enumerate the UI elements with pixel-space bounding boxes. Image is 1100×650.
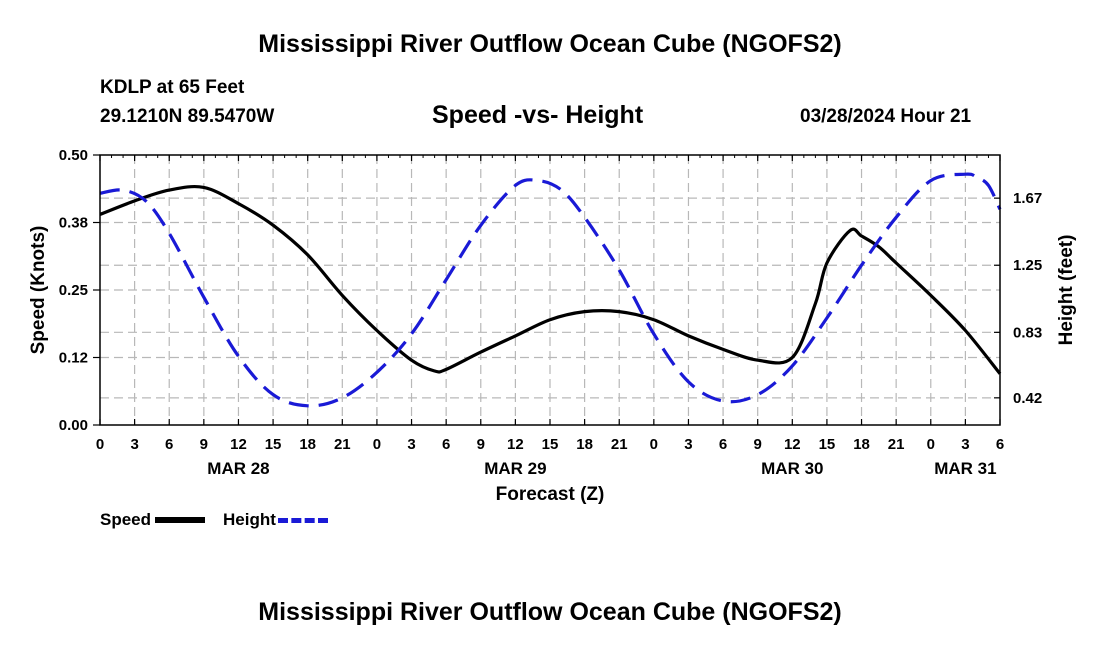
legend-speed-swatch [155, 517, 206, 523]
x-tick-label: 18 [576, 436, 593, 453]
x-tick-label: 18 [853, 436, 870, 453]
x-tick-label: 3 [407, 436, 415, 453]
legend: Speed Height [100, 510, 328, 530]
station-label: KDLP at 65 Feet [100, 77, 245, 98]
x-tick-label: 9 [477, 436, 485, 453]
x-tick-label: 9 [754, 436, 762, 453]
x-axis-label: Forecast (Z) [496, 484, 605, 505]
date-label: MAR 31 [934, 459, 996, 478]
series-layer [99, 172, 1002, 408]
date-label: MAR 30 [761, 459, 823, 478]
chart-title: Speed -vs- Height [432, 101, 644, 129]
x-tick-label: 9 [200, 436, 208, 453]
x-tick-label: 0 [650, 436, 658, 453]
x-tick-label: 6 [719, 436, 727, 453]
y2-tick-label: 1.25 [1013, 257, 1042, 274]
x-tick-label: 21 [611, 436, 628, 453]
x-tick-label: 3 [130, 436, 138, 453]
x-tick-label: 6 [442, 436, 450, 453]
forecast-datetime: 03/28/2024 Hour 21 [800, 106, 972, 127]
grid [100, 155, 1000, 425]
axes: 0 3 6 9 12 15 18 21 0 3 6 9 12 15 18 21 0 3 6 9 12 15 18 21 0 3 6M… [59, 147, 1042, 478]
date-label: MAR 28 [207, 459, 269, 478]
x-tick-label: 15 [265, 436, 282, 453]
y2-tick-label: 1.67 [1013, 190, 1042, 207]
y2-tick-label: 0.83 [1013, 324, 1042, 341]
legend-height-swatch [277, 517, 328, 523]
legend-speed-label: Speed [100, 510, 152, 529]
x-tick-label: 3 [961, 436, 969, 453]
x-tick-label: 21 [334, 436, 351, 453]
x-tick-label: 12 [784, 436, 801, 453]
x-tick-label: 0 [96, 436, 104, 453]
x-tick-label: 15 [542, 436, 559, 453]
y-tick-label: 0.50 [59, 147, 88, 164]
x-tick-label: 12 [507, 436, 524, 453]
x-tick-label: 6 [165, 436, 173, 453]
page-title: Mississippi River Outflow Ocean Cube (NG… [258, 30, 842, 58]
station-coordinates: 29.1210N 89.5470W [100, 106, 275, 127]
footer-title: Mississippi River Outflow Ocean Cube (NG… [258, 598, 842, 626]
legend-height-label: Height [223, 510, 276, 529]
y2-axis-label: Height (feet) [1056, 235, 1077, 346]
series-line-height [99, 172, 1002, 408]
y-tick-label: 0.25 [59, 282, 88, 299]
x-tick-label: 12 [230, 436, 247, 453]
y-axis-label: Speed (Knots) [28, 226, 49, 355]
series-line-speed [99, 184, 1002, 375]
y-tick-label: 0.00 [59, 417, 88, 434]
y2-tick-label: 0.42 [1013, 390, 1042, 407]
x-tick-label: 15 [819, 436, 836, 453]
y-tick-label: 0.38 [59, 215, 88, 232]
date-label: MAR 29 [484, 459, 546, 478]
x-tick-label: 3 [684, 436, 692, 453]
x-tick-label: 21 [888, 436, 905, 453]
x-tick-label: 6 [996, 436, 1004, 453]
x-tick-label: 18 [299, 436, 316, 453]
x-tick-label: 0 [373, 436, 381, 453]
x-tick-label: 0 [927, 436, 935, 453]
y-tick-label: 0.12 [59, 350, 88, 367]
